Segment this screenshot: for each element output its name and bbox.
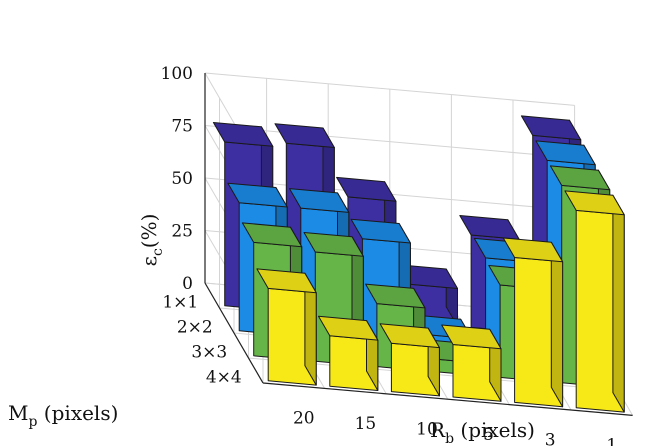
z-tick-label: 100 xyxy=(161,64,193,84)
z-tick-label: 0 xyxy=(182,274,193,294)
z-axis-label: εc(%) xyxy=(137,214,166,267)
x-tick-label: 1 xyxy=(606,436,617,446)
bar-top-face xyxy=(303,232,364,257)
bar-top-face xyxy=(520,115,582,141)
bar xyxy=(564,190,625,413)
bar-side-face xyxy=(612,194,625,413)
y-axis-line xyxy=(204,282,264,384)
bar-top-face xyxy=(564,190,625,216)
z-tick-label: 50 xyxy=(171,169,193,189)
bar-top-face xyxy=(441,324,502,350)
bar xyxy=(441,324,502,402)
bar-top-face xyxy=(318,315,379,341)
y-axis-label: Mp (pixels) xyxy=(8,401,118,430)
x-axis-label: Rb (pixels) xyxy=(430,418,535,446)
bar-top-face xyxy=(549,165,611,191)
bar-top-face xyxy=(535,140,596,166)
y-tick-label: 3×3 xyxy=(191,343,227,363)
bar-top-face xyxy=(459,215,520,240)
x-tick-label: 10 xyxy=(416,420,438,440)
tick-labels: 0 25 50 75 100 1×1 2×2 3×3 4×4 20 15 10 5 3 1 xyxy=(161,64,618,446)
bar-top-face xyxy=(274,123,335,148)
y-tick-label: 4×4 xyxy=(206,368,242,388)
bar-top-face xyxy=(350,218,411,244)
z-tick-label: 75 xyxy=(171,117,193,137)
bar-top-face xyxy=(212,122,274,147)
bar-side-face xyxy=(550,241,564,408)
x-tick-label: 5 xyxy=(483,425,494,445)
bar xyxy=(502,237,564,408)
bar xyxy=(256,268,317,386)
bar xyxy=(379,323,440,397)
bar-top-face xyxy=(241,222,303,248)
x-tick-label: 15 xyxy=(355,414,377,434)
y-tick-label: 1×1 xyxy=(162,293,198,313)
bar-top-face xyxy=(502,237,564,263)
bar-top-face xyxy=(256,268,317,294)
bar-group xyxy=(212,115,625,413)
x-tick-label: 3 xyxy=(545,430,556,446)
z-tick-label: 25 xyxy=(171,222,193,242)
y-tick-label: 2×2 xyxy=(177,318,213,338)
bar-top-face xyxy=(336,176,397,202)
x-axis-line xyxy=(262,382,633,416)
bar-top-face xyxy=(227,182,288,208)
bar-top-face xyxy=(379,323,440,349)
bar-top-face xyxy=(365,283,426,309)
x-tick-label: 20 xyxy=(293,409,315,429)
bar xyxy=(318,315,379,391)
bar-top-face xyxy=(289,188,350,213)
